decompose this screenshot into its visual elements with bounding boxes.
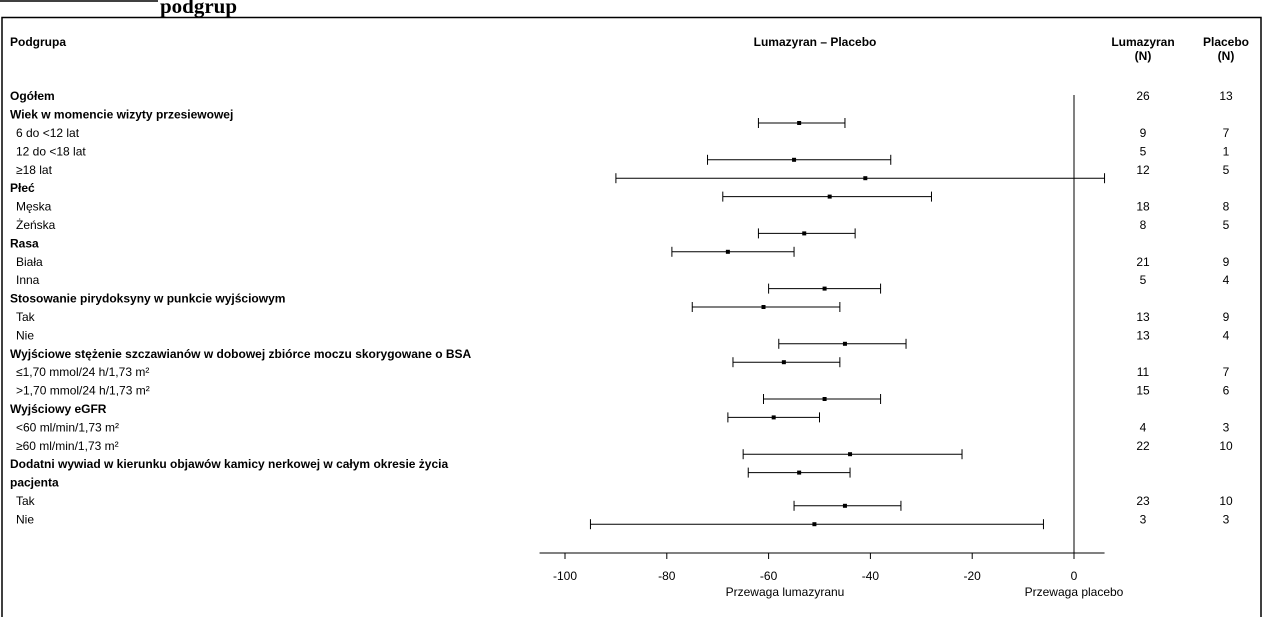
row-label: <60 ml/min/1,73 m² (16, 420, 119, 434)
x-tick-label: -20 (964, 569, 982, 583)
n-value: 3 (1223, 420, 1230, 434)
n-header: (N) (1218, 49, 1235, 63)
row-label: Męska (16, 200, 52, 214)
group-label: Ogółem (10, 89, 55, 103)
n-value: 12 (1136, 163, 1150, 177)
n-value: 26 (1136, 89, 1150, 103)
group-label: Rasa (10, 236, 39, 250)
n-value: 5 (1140, 273, 1147, 287)
label-header: Podgrupa (10, 35, 66, 49)
estimate (822, 286, 827, 291)
n-value: 13 (1219, 89, 1233, 103)
x-tick-label: -40 (862, 569, 880, 583)
row-label: Inna (16, 273, 40, 287)
n-value: 4 (1223, 273, 1230, 287)
n-value: 9 (1140, 126, 1147, 140)
group-label: Dodatni wywiad w kierunku objawów kamicy… (10, 457, 448, 471)
n-value: 3 (1223, 512, 1230, 526)
n-value: 3 (1140, 512, 1147, 526)
group-label: Płeć (10, 181, 35, 195)
estimate (812, 522, 817, 527)
estimate (797, 121, 802, 125)
x-tick-label: -80 (658, 569, 676, 583)
n-value: 21 (1136, 255, 1150, 269)
n-value: 5 (1223, 218, 1230, 232)
n-value: 8 (1140, 218, 1147, 232)
estimate (802, 231, 807, 236)
estimate (771, 415, 776, 420)
group-label: Wyjściowy eGFR (10, 402, 107, 416)
estimate (863, 176, 868, 181)
row-label: Żeńska (16, 218, 56, 232)
n-value: 1 (1223, 144, 1230, 158)
estimate (781, 360, 786, 365)
row-label: ≥60 ml/min/1,73 m² (16, 439, 119, 453)
n-value: 10 (1219, 494, 1233, 508)
n-header: Lumazyran (1111, 35, 1174, 49)
row-label: 6 do <12 lat (16, 126, 80, 140)
group-label: Stosowanie pirydoksyny w punkcie wyjścio… (10, 292, 285, 306)
n-value: 5 (1140, 144, 1147, 158)
n-value: 9 (1223, 310, 1230, 324)
estimate (842, 341, 847, 346)
estimate (725, 249, 730, 254)
n-value: 8 (1223, 200, 1230, 214)
estimate (822, 397, 827, 401)
n-header: (N) (1135, 49, 1152, 63)
row-label: ≥18 lat (16, 163, 53, 177)
annotation: Przewaga placebo (1025, 585, 1124, 599)
estimate (848, 452, 853, 457)
n-value: 22 (1136, 439, 1150, 453)
row-label: Biała (16, 255, 43, 269)
n-header: Placebo (1203, 35, 1249, 49)
x-tick-label: 0 (1071, 569, 1078, 583)
row-label: Tak (16, 310, 36, 324)
row-label: 12 do <18 lat (16, 144, 86, 158)
frame (1, 16, 1262, 617)
n-value: 18 (1136, 200, 1150, 214)
x-tick-label: -60 (760, 569, 778, 583)
chart-title: Lumazyran – Placebo (754, 35, 877, 49)
n-value: 6 (1223, 384, 1230, 398)
n-value: 15 (1136, 384, 1150, 398)
group-label: Wyjściowe stężenie szczawianów w dobowej… (10, 347, 472, 361)
annotation: Przewaga lumazyranu (726, 585, 845, 599)
page-heading: podgrup (160, 0, 237, 18)
estimate (792, 157, 797, 162)
n-value: 11 (1137, 365, 1150, 379)
n-value: 7 (1223, 126, 1230, 140)
row-label: Nie (16, 328, 34, 342)
n-value: 5 (1223, 163, 1230, 177)
n-value: 10 (1219, 439, 1233, 453)
row-label: >1,70 mmol/24 h/1,73 m² (16, 384, 150, 398)
x-tick-label: -100 (553, 569, 577, 583)
group-label: pacjenta (10, 476, 59, 490)
estimate (842, 503, 847, 508)
n-value: 4 (1140, 420, 1147, 434)
n-value: 7 (1223, 365, 1230, 379)
estimate (761, 305, 766, 309)
n-value: 13 (1136, 328, 1150, 342)
row-label: Tak (16, 494, 36, 508)
group-label: Wiek w momencie wizyty przesiewowej (10, 108, 233, 122)
n-value: 4 (1223, 328, 1230, 342)
estimate (797, 470, 802, 475)
estimate (827, 194, 832, 199)
row-label: Nie (16, 512, 34, 526)
n-value: 13 (1136, 310, 1150, 324)
n-value: 9 (1223, 255, 1230, 269)
row-label: ≤1,70 mmol/24 h/1,73 m² (16, 365, 149, 379)
n-value: 23 (1136, 494, 1150, 508)
